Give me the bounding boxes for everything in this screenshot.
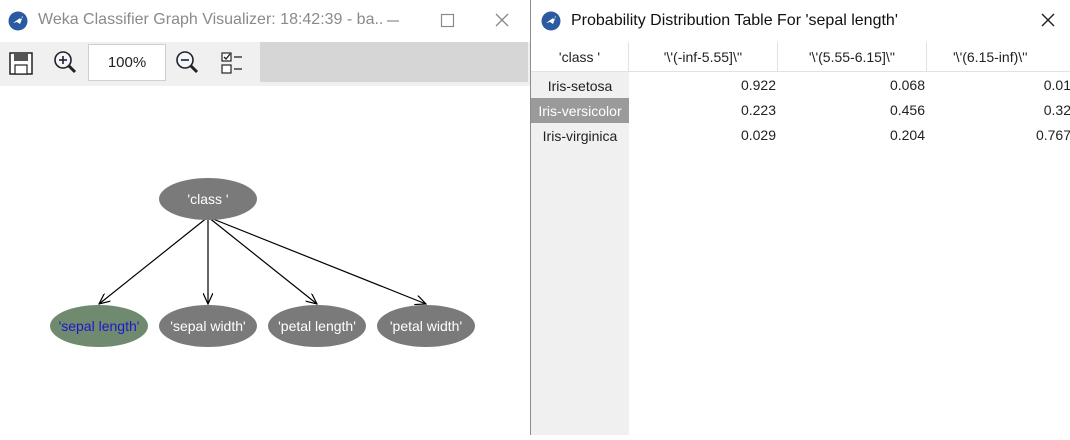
node-sepal-length[interactable]: 'sepal length' xyxy=(50,305,148,347)
graph-canvas[interactable]: 'class ' 'sepal length' 'sepal width' 'p… xyxy=(0,86,530,435)
table-cell[interactable]: 0.223 xyxy=(740,102,776,118)
table-cell[interactable]: 0.922 xyxy=(740,77,776,93)
table-cell[interactable]: 0.32 xyxy=(1043,102,1070,118)
node-label: 'petal length' xyxy=(278,318,356,334)
node-sepal-width[interactable]: 'sepal width' xyxy=(159,305,257,347)
weka-bird-icon xyxy=(8,11,28,31)
window-title: Probability Distribution Table For 'sepa… xyxy=(571,12,898,29)
column-header-bin-3[interactable]: '\'(6.15-inf)\'' xyxy=(927,42,1070,72)
zoom-level-field[interactable]: 100% xyxy=(88,44,166,81)
node-class[interactable]: 'class ' xyxy=(159,178,257,220)
table-cell[interactable]: 0.01 xyxy=(1043,77,1070,93)
table-cell[interactable]: 0.068 xyxy=(889,77,925,93)
zoom-out-icon[interactable] xyxy=(172,48,202,78)
window-title: Weka Classifier Graph Visualizer: 18:42:… xyxy=(38,11,384,28)
table-cell[interactable]: 0.767 xyxy=(1035,127,1070,143)
column-header-bin-2[interactable]: '\'(5.55-6.15]\'' xyxy=(778,42,927,72)
column-header-bin-1[interactable]: '\'(-inf-5.55]\'' xyxy=(629,42,778,72)
minimize-icon[interactable] xyxy=(382,10,404,32)
bayes-net-graph: 'class ' 'sepal length' 'sepal width' 'p… xyxy=(50,178,475,347)
node-label: 'class ' xyxy=(187,191,228,207)
node-label: 'sepal width' xyxy=(170,318,245,334)
row-header-iris-setosa[interactable]: Iris-setosa xyxy=(547,77,613,94)
node-label: 'sepal length' xyxy=(59,318,140,334)
toolbar-filler xyxy=(260,42,528,82)
column-header-class[interactable]: 'class ' xyxy=(531,42,629,72)
graph-visualizer-window: Weka Classifier Graph Visualizer: 18:42:… xyxy=(0,0,530,435)
zoom-in-icon[interactable] xyxy=(50,48,80,78)
title-bar[interactable]: Probability Distribution Table For 'sepa… xyxy=(531,0,1070,42)
table-cell[interactable]: 0.456 xyxy=(889,102,925,118)
node-petal-width[interactable]: 'petal width' xyxy=(377,305,475,347)
close-icon[interactable] xyxy=(491,10,513,32)
table-cell[interactable]: 0.029 xyxy=(740,127,776,143)
edge-class-sepal-length xyxy=(99,216,209,304)
save-icon[interactable] xyxy=(6,48,36,78)
layout-options-icon[interactable] xyxy=(218,48,248,78)
node-petal-length[interactable]: 'petal length' xyxy=(268,305,366,347)
row-header-iris-virginica[interactable]: Iris-virginica xyxy=(542,127,618,144)
graph-toolbar: 100% xyxy=(0,42,530,87)
row-header-column xyxy=(531,72,629,435)
maximize-icon[interactable] xyxy=(436,10,458,32)
close-icon[interactable] xyxy=(1037,10,1059,32)
edge-class-petal-width xyxy=(207,216,426,304)
table-cell[interactable]: 0.204 xyxy=(889,127,925,143)
weka-bird-icon xyxy=(541,11,561,31)
title-bar[interactable]: Weka Classifier Graph Visualizer: 18:42:… xyxy=(0,0,530,42)
edge-class-petal-length xyxy=(207,216,317,304)
row-header-iris-versicolor[interactable]: Iris-versicolor xyxy=(531,98,629,123)
node-label: 'petal width' xyxy=(390,318,462,334)
probability-table-window: Probability Distribution Table For 'sepa… xyxy=(530,0,1070,435)
probability-table: 'class ' '\'(-inf-5.55]\'' '\'(5.55-6.15… xyxy=(531,42,1070,435)
